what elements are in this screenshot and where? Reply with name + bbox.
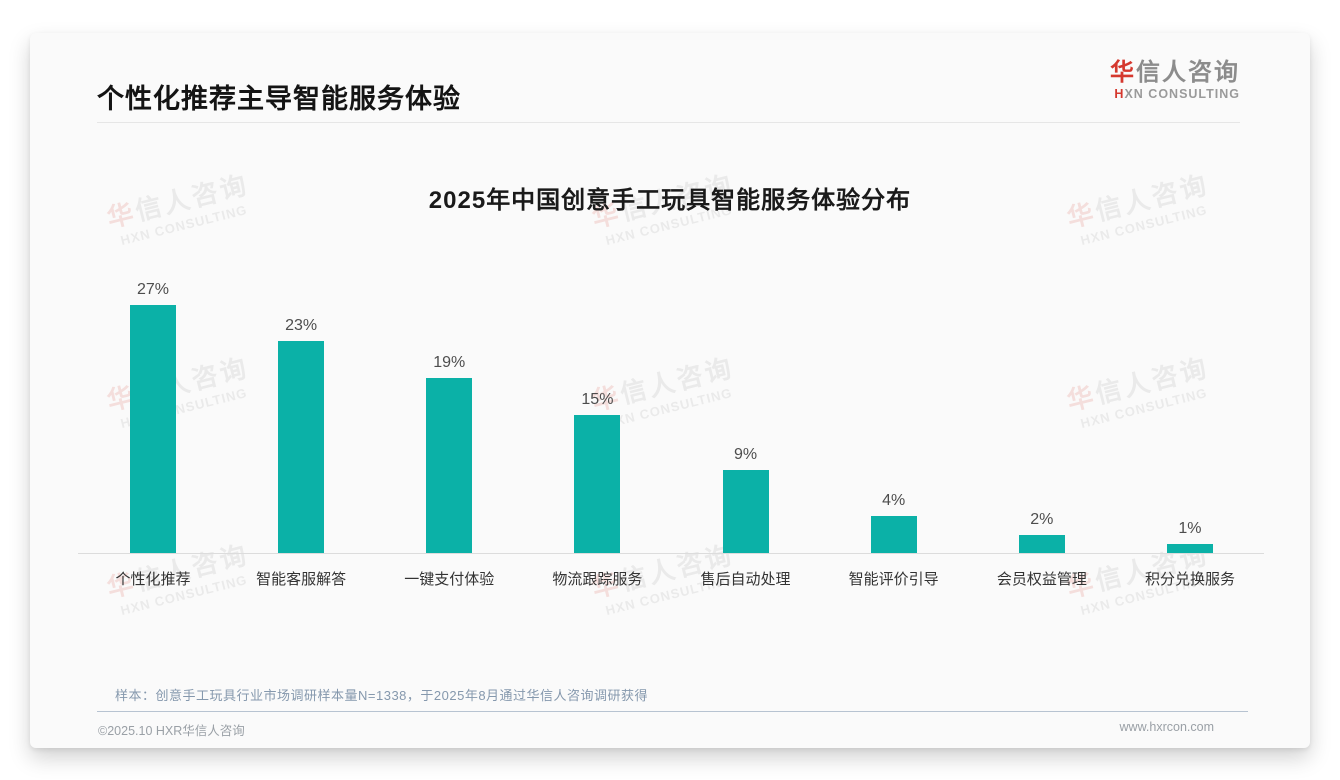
copyright-text: ©2025.10 HXR华信人咨询 xyxy=(98,724,245,738)
logo-cn-first-char: 华 xyxy=(1110,59,1136,86)
logo-en-first-char: H xyxy=(1114,86,1125,101)
report-card: 华信人咨询 HXN CONSULTING 华信人咨询 HXN CONSULTING 华信… xyxy=(30,33,1310,748)
bar-value-label: 23% xyxy=(285,317,318,335)
bar-value-label: 9% xyxy=(733,446,758,464)
bar-category-label: 个性化推荐 xyxy=(115,571,191,588)
bar-category-label: 智能评价引导 xyxy=(848,571,939,588)
bar xyxy=(278,341,325,553)
bar xyxy=(1018,534,1065,553)
bar-value-label: 1% xyxy=(1178,519,1202,537)
plot-area: 27% 个性化推荐 23% 智能客服解答 19% 一键支付体验 15% 物流跟踪服务 9% 售后自… xyxy=(30,33,1310,748)
bar xyxy=(870,516,917,553)
company-logo: 华信人咨询 HXN CONSULTING xyxy=(1110,59,1240,101)
bar-category-label: 物流跟踪服务 xyxy=(552,571,643,588)
chart-title: 2025年中国创意手工玩具智能服务体验分布 xyxy=(428,187,912,214)
bar-category-label: 售后自动处理 xyxy=(700,571,791,588)
logo-en-rest: XN CONSULTING xyxy=(1124,86,1240,101)
page-title: 个性化推荐主导智能服务体验 xyxy=(97,84,461,114)
x-axis-line xyxy=(78,553,1264,554)
logo-cn-rest: 信人咨询 xyxy=(1136,59,1240,86)
bar-value-label: 4% xyxy=(882,492,906,510)
bar-category-label: 一键支付体验 xyxy=(404,571,495,588)
bar xyxy=(130,304,176,553)
bar-value-label: 27% xyxy=(136,280,170,298)
bar xyxy=(722,470,769,553)
logo-cn-text: 华信人咨询 xyxy=(1110,59,1240,87)
bar-category-label: 会员权益管理 xyxy=(996,571,1087,588)
bar xyxy=(426,378,473,553)
footer-divider xyxy=(97,711,1248,712)
bar xyxy=(574,415,621,553)
bar-category-label: 积分兑换服务 xyxy=(1144,571,1235,588)
header-divider xyxy=(97,122,1240,123)
bar-value-label: 15% xyxy=(581,391,614,408)
bar xyxy=(1166,543,1213,553)
logo-en-text: HXN CONSULTING xyxy=(1110,87,1240,101)
sample-note: 样本：创意手工玩具行业市场调研样本量N=1338，于2025年8月通过华信人咨询… xyxy=(115,688,649,703)
website-url: www.hxrcon.com xyxy=(1119,720,1214,734)
bar-category-label: 智能客服解答 xyxy=(256,571,347,588)
bar-value-label: 2% xyxy=(1030,510,1054,528)
bar-value-label: 19% xyxy=(433,354,466,372)
